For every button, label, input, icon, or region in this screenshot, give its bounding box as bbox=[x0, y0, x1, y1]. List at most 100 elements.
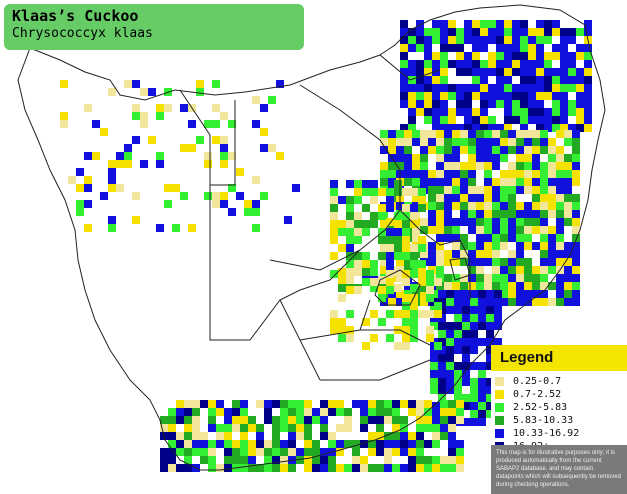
reporting-rate-cell bbox=[464, 68, 472, 76]
reporting-rate-cell bbox=[330, 180, 338, 188]
reporting-rate-cell bbox=[346, 228, 354, 236]
reporting-rate-cell bbox=[448, 416, 456, 424]
reporting-rate-cell bbox=[508, 178, 516, 186]
reporting-rate-cell bbox=[260, 128, 268, 136]
reporting-rate-cell bbox=[516, 138, 524, 146]
reporting-rate-cell bbox=[240, 464, 248, 472]
reporting-rate-cell bbox=[232, 456, 240, 464]
reporting-rate-cell bbox=[208, 416, 216, 424]
reporting-rate-cell bbox=[572, 162, 580, 170]
reporting-rate-cell bbox=[576, 84, 584, 92]
reporting-rate-cell bbox=[508, 130, 516, 138]
reporting-rate-cell bbox=[200, 456, 208, 464]
reporting-rate-cell bbox=[338, 196, 346, 204]
reporting-rate-cell bbox=[462, 298, 470, 306]
reporting-rate-cell bbox=[376, 400, 384, 408]
reporting-rate-cell bbox=[516, 154, 524, 162]
reporting-rate-cell bbox=[428, 218, 436, 226]
reporting-rate-cell bbox=[168, 416, 176, 424]
reporting-rate-cell bbox=[516, 146, 524, 154]
reporting-rate-cell bbox=[492, 242, 500, 250]
reporting-rate-cell bbox=[460, 202, 468, 210]
reporting-rate-cell bbox=[346, 220, 354, 228]
reporting-rate-cell bbox=[168, 432, 176, 440]
reporting-rate-cell bbox=[420, 130, 428, 138]
reporting-rate-cell bbox=[168, 440, 176, 448]
reporting-rate-cell bbox=[410, 204, 418, 212]
reporting-rate-cell bbox=[426, 334, 434, 342]
reporting-rate-cell bbox=[536, 28, 544, 36]
reporting-rate-cell bbox=[412, 130, 420, 138]
reporting-rate-cell bbox=[536, 100, 544, 108]
reporting-rate-cell bbox=[556, 226, 564, 234]
reporting-rate-cell bbox=[424, 440, 432, 448]
reporting-rate-cell bbox=[424, 400, 432, 408]
reporting-rate-cell bbox=[444, 186, 452, 194]
reporting-rate-cell bbox=[378, 294, 386, 302]
reporting-rate-cell bbox=[524, 242, 532, 250]
reporting-rate-cell bbox=[418, 284, 426, 292]
reporting-rate-cell bbox=[378, 212, 386, 220]
botswana-border bbox=[210, 100, 236, 186]
reporting-rate-cell bbox=[548, 154, 556, 162]
reporting-rate-cell bbox=[460, 218, 468, 226]
reporting-rate-cell bbox=[396, 298, 404, 306]
reporting-rate-cell bbox=[540, 290, 548, 298]
reporting-rate-cell bbox=[548, 266, 556, 274]
reporting-rate-cell bbox=[560, 60, 568, 68]
reporting-rate-cell bbox=[360, 440, 368, 448]
reporting-rate-cell bbox=[480, 28, 488, 36]
reporting-rate-cell bbox=[432, 68, 440, 76]
reporting-rate-cell bbox=[512, 84, 520, 92]
reporting-rate-cell bbox=[536, 68, 544, 76]
reporting-rate-cell bbox=[520, 84, 528, 92]
reporting-rate-cell bbox=[472, 68, 480, 76]
reporting-rate-cell bbox=[224, 464, 232, 472]
reporting-rate-cell bbox=[508, 210, 516, 218]
reporting-rate-cell bbox=[378, 318, 386, 326]
reporting-rate-cell bbox=[394, 268, 402, 276]
reporting-rate-cell bbox=[556, 290, 564, 298]
reporting-rate-cell bbox=[488, 124, 496, 132]
reporting-rate-cell bbox=[456, 416, 464, 424]
reporting-rate-cell bbox=[156, 112, 164, 120]
reporting-rate-cell bbox=[438, 354, 446, 362]
reporting-rate-cell bbox=[330, 220, 338, 228]
reporting-rate-cell bbox=[312, 408, 320, 416]
reporting-rate-cell bbox=[392, 424, 400, 432]
reporting-rate-cell bbox=[408, 68, 416, 76]
reporting-rate-cell bbox=[260, 144, 268, 152]
reporting-rate-cell bbox=[452, 194, 460, 202]
reporting-rate-cell bbox=[492, 274, 500, 282]
reporting-rate-cell bbox=[524, 178, 532, 186]
reporting-rate-cell bbox=[480, 116, 488, 124]
reporting-rate-cell bbox=[484, 186, 492, 194]
reporting-rate-cell bbox=[124, 144, 132, 152]
reporting-rate-cell bbox=[460, 274, 468, 282]
reporting-rate-cell bbox=[484, 194, 492, 202]
reporting-rate-cell bbox=[408, 448, 416, 456]
reporting-rate-cell bbox=[132, 104, 140, 112]
reporting-rate-cell bbox=[432, 52, 440, 60]
reporting-rate-cell bbox=[564, 242, 572, 250]
reporting-rate-cell bbox=[292, 184, 300, 192]
reporting-rate-cell bbox=[520, 68, 528, 76]
reporting-rate-cell bbox=[368, 400, 376, 408]
reporting-rate-cell bbox=[378, 236, 386, 244]
reporting-rate-cell bbox=[508, 274, 516, 282]
reporting-rate-cell bbox=[76, 200, 84, 208]
reporting-rate-cell bbox=[424, 76, 432, 84]
reporting-rate-cell bbox=[428, 194, 436, 202]
reporting-rate-cell bbox=[192, 440, 200, 448]
reporting-rate-cell bbox=[280, 440, 288, 448]
reporting-rate-cell bbox=[544, 20, 552, 28]
reporting-rate-cell bbox=[460, 130, 468, 138]
reporting-rate-cell bbox=[392, 448, 400, 456]
reporting-rate-cell bbox=[168, 456, 176, 464]
reporting-rate-cell bbox=[412, 226, 420, 234]
reporting-rate-cell bbox=[528, 68, 536, 76]
reporting-rate-cell bbox=[440, 20, 448, 28]
reporting-rate-cell bbox=[572, 290, 580, 298]
reporting-rate-cell bbox=[500, 282, 508, 290]
reporting-rate-cell bbox=[532, 266, 540, 274]
